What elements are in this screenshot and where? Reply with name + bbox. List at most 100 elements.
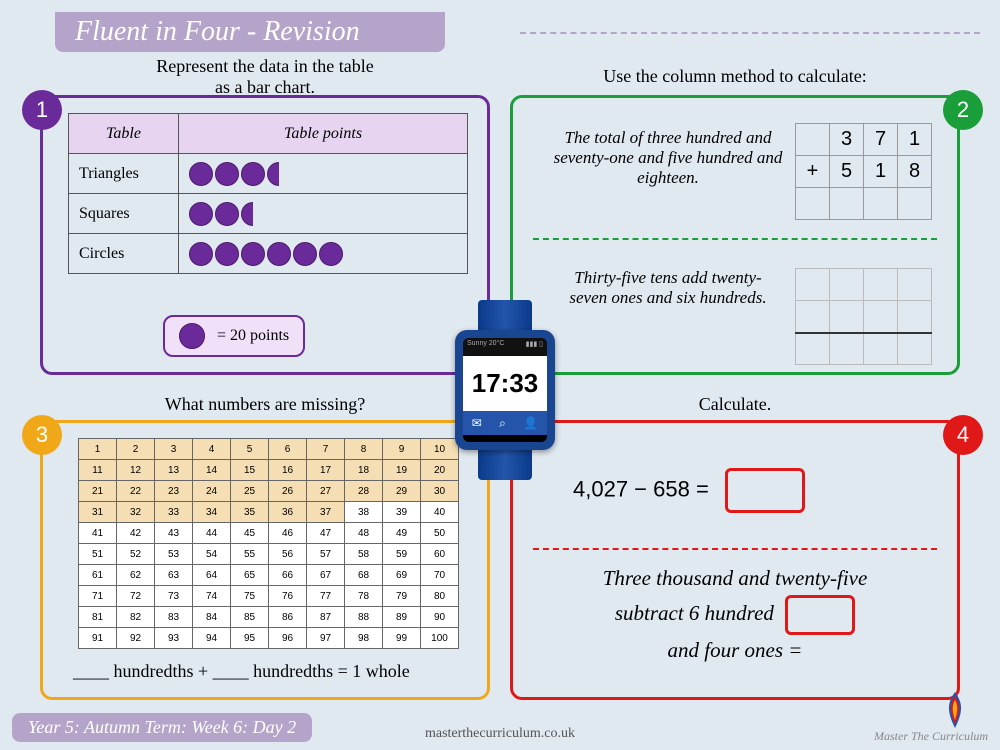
hundred-cell: 22 bbox=[117, 481, 155, 502]
hundred-cell: 92 bbox=[117, 628, 155, 649]
dot-icon bbox=[319, 242, 343, 266]
hundred-cell: 50 bbox=[421, 523, 459, 544]
hundred-cell: 43 bbox=[155, 523, 193, 544]
answer-box-1[interactable] bbox=[725, 468, 805, 513]
badge-2: 2 bbox=[943, 90, 983, 130]
th-points: Table points bbox=[179, 114, 468, 154]
hundred-cell: 4 bbox=[193, 439, 231, 460]
hundred-cell: 52 bbox=[117, 544, 155, 565]
user-icon[interactable]: 👤 bbox=[523, 416, 538, 431]
dot-icon bbox=[267, 242, 291, 266]
dot-icon bbox=[189, 202, 213, 226]
hundred-cell: 9 bbox=[383, 439, 421, 460]
panel-3: 1234567891011121314151617181920212223242… bbox=[40, 420, 490, 700]
divider-green bbox=[533, 238, 937, 240]
hundred-cell: 56 bbox=[269, 544, 307, 565]
smartwatch: Sunny 20°C ▮▮▮ ▯ 17:33 ✉ ⌕ 👤 bbox=[450, 300, 560, 480]
p4-q1-text: 4,027 − 658 = bbox=[573, 476, 709, 501]
p4-question-1: 4,027 − 658 = bbox=[573, 468, 805, 513]
dot-icon bbox=[293, 242, 317, 266]
p4-question-2: Three thousand and twenty-five subtract … bbox=[543, 563, 927, 666]
hundred-cell: 24 bbox=[193, 481, 231, 502]
logo-flame-icon bbox=[940, 690, 970, 730]
panel4-prompt: Calculate. bbox=[510, 394, 960, 415]
hundred-cell: 48 bbox=[345, 523, 383, 544]
th-table: Table bbox=[69, 114, 179, 154]
hundred-cell: 57 bbox=[307, 544, 345, 565]
footer-right: Master The Curriculum bbox=[874, 729, 988, 744]
hundred-cell: 59 bbox=[383, 544, 421, 565]
watch-weather: Sunny 20°C bbox=[467, 340, 504, 354]
hundred-cell: 76 bbox=[269, 586, 307, 607]
hundred-cell: 98 bbox=[345, 628, 383, 649]
hundred-cell: 12 bbox=[117, 460, 155, 481]
hundred-cell: 94 bbox=[193, 628, 231, 649]
hundred-cell: 55 bbox=[231, 544, 269, 565]
legend-dot-icon bbox=[179, 323, 205, 349]
hundred-cell: 39 bbox=[383, 502, 421, 523]
hundred-cell: 73 bbox=[155, 586, 193, 607]
hundred-cell: 80 bbox=[421, 586, 459, 607]
hundred-cell: 77 bbox=[307, 586, 345, 607]
p4-q2-line2: subtract 6 hundred bbox=[615, 600, 774, 624]
hundred-cell: 74 bbox=[193, 586, 231, 607]
mail-icon[interactable]: ✉ bbox=[472, 416, 482, 431]
hundred-cell: 26 bbox=[269, 481, 307, 502]
dot-icon bbox=[215, 202, 239, 226]
row-dots bbox=[179, 234, 468, 274]
row-label: Squares bbox=[69, 194, 179, 234]
hundred-cell: 49 bbox=[383, 523, 421, 544]
hundred-cell: 88 bbox=[345, 607, 383, 628]
watch-signal-icon: ▮▮▮ ▯ bbox=[526, 340, 543, 354]
row-dots bbox=[179, 154, 468, 194]
answer-box-2[interactable] bbox=[785, 595, 855, 635]
hundred-cell: 35 bbox=[231, 502, 269, 523]
legend-text: = 20 points bbox=[217, 327, 289, 345]
hundred-cell: 21 bbox=[79, 481, 117, 502]
hundred-cell: 44 bbox=[193, 523, 231, 544]
panel-1: Table Table points TrianglesSquaresCircl… bbox=[40, 95, 490, 375]
dot-icon bbox=[215, 242, 239, 266]
hundred-cell: 28 bbox=[345, 481, 383, 502]
hundred-cell: 70 bbox=[421, 565, 459, 586]
blank-grid bbox=[795, 268, 932, 365]
half-dot-icon bbox=[267, 162, 279, 186]
hundred-cell: 66 bbox=[269, 565, 307, 586]
p3-equation: ____ hundredths + ____ hundredths = 1 wh… bbox=[73, 661, 467, 682]
dot-icon bbox=[241, 242, 265, 266]
hundred-cell: 61 bbox=[79, 565, 117, 586]
hundred-cell: 54 bbox=[193, 544, 231, 565]
watch-nav-icons: ✉ ⌕ 👤 bbox=[463, 411, 547, 435]
dot-icon bbox=[215, 162, 239, 186]
hundred-cell: 75 bbox=[231, 586, 269, 607]
hundred-cell: 53 bbox=[155, 544, 193, 565]
hundred-cell: 93 bbox=[155, 628, 193, 649]
badge-4: 4 bbox=[943, 415, 983, 455]
panel2-prompt: Use the column method to calculate: bbox=[510, 66, 960, 87]
dot-icon bbox=[189, 162, 213, 186]
hundred-cell: 41 bbox=[79, 523, 117, 544]
watch-body: Sunny 20°C ▮▮▮ ▯ 17:33 ✉ ⌕ 👤 bbox=[455, 330, 555, 450]
hundred-cell: 13 bbox=[155, 460, 193, 481]
hundred-cell: 83 bbox=[155, 607, 193, 628]
hundred-cell: 34 bbox=[193, 502, 231, 523]
hundred-cell: 58 bbox=[345, 544, 383, 565]
hundred-cell: 86 bbox=[269, 607, 307, 628]
hundred-cell: 42 bbox=[117, 523, 155, 544]
column-sum-grid: 371+518 bbox=[795, 123, 932, 220]
watch-status-bar: Sunny 20°C ▮▮▮ ▯ bbox=[463, 338, 547, 356]
hundred-cell: 95 bbox=[231, 628, 269, 649]
hundred-cell: 89 bbox=[383, 607, 421, 628]
p4-q2-line1: Three thousand and twenty-five bbox=[603, 566, 868, 590]
hundred-cell: 78 bbox=[345, 586, 383, 607]
hundred-cell: 25 bbox=[231, 481, 269, 502]
hundred-cell: 62 bbox=[117, 565, 155, 586]
hundred-cell: 71 bbox=[79, 586, 117, 607]
p2-question-1: The total of three hundred and seventy-o… bbox=[538, 128, 798, 188]
hundred-cell: 1 bbox=[79, 439, 117, 460]
hundred-cell: 38 bbox=[345, 502, 383, 523]
hundred-cell: 11 bbox=[79, 460, 117, 481]
panel3-prompt: What numbers are missing? bbox=[40, 394, 490, 415]
dot-icon bbox=[189, 242, 213, 266]
search-icon[interactable]: ⌕ bbox=[499, 416, 506, 431]
